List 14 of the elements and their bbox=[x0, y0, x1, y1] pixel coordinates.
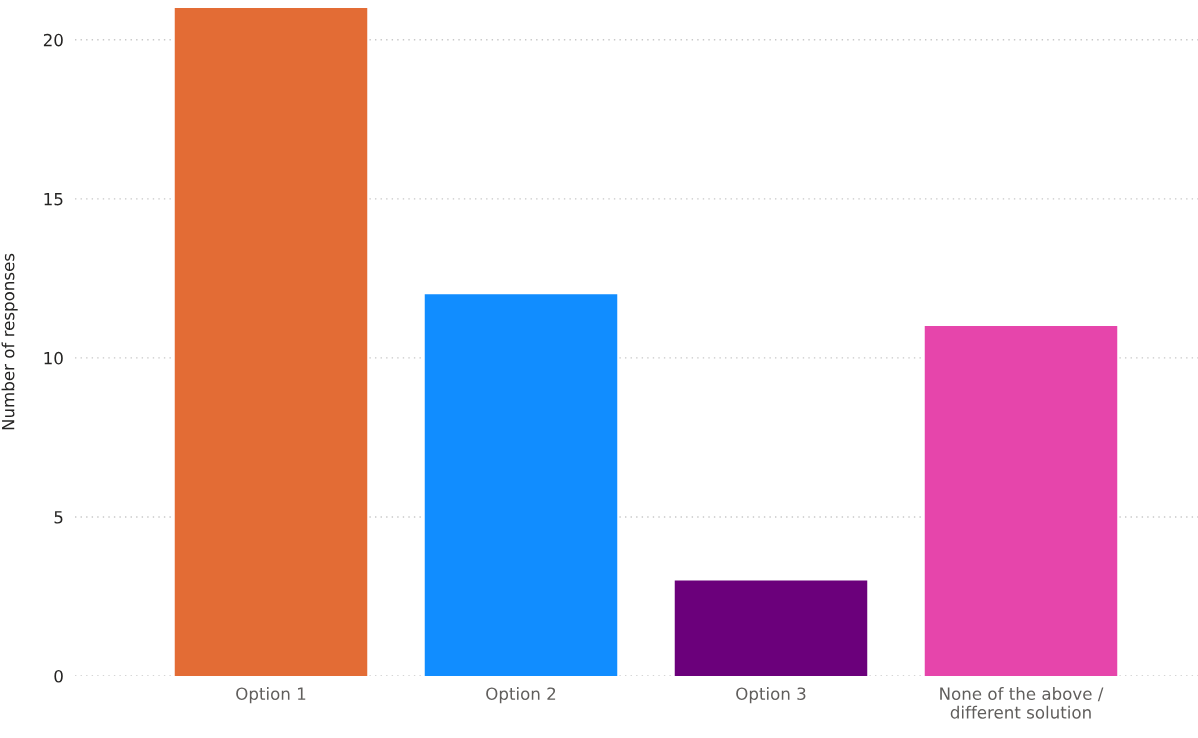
y-axis-title: Number of responses bbox=[1, 253, 18, 430]
x-tick-label: Option 2 bbox=[486, 687, 556, 704]
bar bbox=[674, 580, 868, 676]
x-tick-label: None of the above / different solution bbox=[940, 687, 1104, 719]
bar bbox=[424, 294, 618, 676]
x-tick-label: Option 3 bbox=[736, 687, 806, 704]
y-tick-label: 0 bbox=[54, 669, 63, 683]
bar bbox=[924, 326, 1118, 676]
y-tick-label: 5 bbox=[54, 511, 63, 524]
x-tick-label: Option 1 bbox=[236, 687, 306, 704]
y-tick-label: 10 bbox=[44, 351, 63, 365]
bar bbox=[174, 8, 368, 676]
y-tick-label: 15 bbox=[44, 193, 63, 206]
y-tick-label: 20 bbox=[43, 33, 63, 47]
